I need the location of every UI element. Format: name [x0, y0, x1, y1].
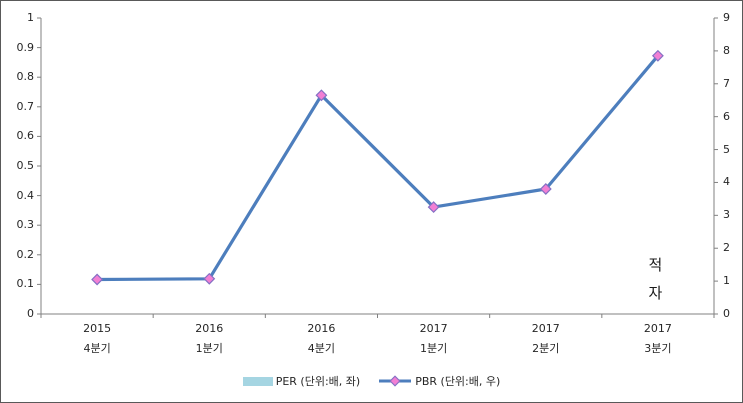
- x-axis-quarter-label: 1분기: [419, 342, 448, 355]
- legend-label: PER (단위:배, 좌): [275, 375, 361, 388]
- legend-bar-swatch-icon: [242, 376, 273, 386]
- y-axis-right-tick-label: 3: [723, 208, 730, 222]
- x-axis-quarter-label: 1분기: [195, 342, 223, 355]
- x-axis-quarter-label: 3분기: [644, 342, 672, 355]
- y-axis-right-tick-label: 1: [723, 274, 730, 288]
- y-axis-right-tick-label: 9: [723, 11, 730, 24]
- x-axis-quarter-label: 2분기: [532, 342, 560, 355]
- y-axis-right-tick-label: 7: [723, 76, 730, 90]
- y-axis-left-tick-label: 0.8: [16, 70, 35, 84]
- x-axis-year-label: 2017: [419, 322, 448, 335]
- y-axis-left-tick-label: 0.3: [16, 218, 35, 232]
- y-axis-left-tick-label: 0.4: [16, 188, 35, 202]
- legend: PER (단위:배, 좌) PBR (단위:배, 우): [1, 373, 742, 389]
- y-axis-left-tick-label: 0.9: [16, 40, 35, 54]
- y-axis-left-tick-label: 0.2: [16, 247, 35, 261]
- legend-line-diamond-swatch-icon: [379, 375, 412, 387]
- y-axis-right-tick-label: 6: [723, 109, 730, 123]
- y-axis-right-tick-label: 0: [723, 307, 730, 320]
- y-axis-right-tick-label: 8: [723, 43, 730, 57]
- x-axis-year-label: 2015: [83, 322, 112, 335]
- y-axis-left-tick-label: 0.6: [16, 129, 35, 143]
- y-axis-left-tick-label: 1: [27, 11, 34, 24]
- x-axis-quarter-label: 4분기: [307, 342, 336, 355]
- y-axis-right-tick-label: 5: [723, 142, 730, 156]
- x-axis-year-label: 2017: [531, 322, 560, 335]
- deficit-annotation-line: 자: [648, 284, 664, 302]
- deficit-annotation-line: 적: [648, 256, 664, 274]
- y-axis-right-tick-label: 2: [723, 241, 730, 255]
- x-axis-year-label: 2016: [307, 322, 336, 335]
- legend-item: PER (단위:배, 좌): [242, 373, 361, 389]
- y-axis-left-tick-label: 0.5: [16, 159, 35, 172]
- legend-label: PBR (단위:배, 우): [415, 375, 501, 388]
- y-axis-left-tick-label: 0: [27, 307, 34, 320]
- x-axis-year-label: 2016: [195, 322, 224, 335]
- y-axis-right-tick-label: 4: [723, 175, 730, 189]
- legend-item: PBR (단위:배, 우): [378, 373, 500, 389]
- y-axis-left-tick-label: 0.7: [16, 99, 35, 113]
- y-axis-left-tick-label: 0.1: [16, 277, 35, 291]
- x-axis-year-label: 2017: [643, 322, 672, 335]
- x-axis-quarter-label: 4분기: [83, 342, 111, 355]
